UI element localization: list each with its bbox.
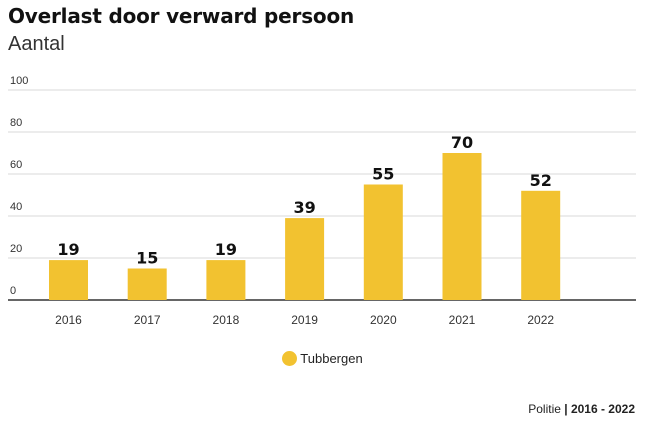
x-tick-label-2017: 2017 — [134, 313, 161, 327]
legend-label-tubbergen: Tubbergen — [300, 351, 363, 366]
chart-subtitle: Aantal — [8, 33, 65, 55]
data-label-2017: 15 — [136, 249, 158, 268]
data-label-2021: 70 — [451, 133, 473, 152]
y-tick-label: 100 — [10, 75, 28, 87]
data-label-2022: 52 — [530, 171, 552, 190]
bar-2020 — [363, 184, 403, 300]
x-tick-label-2016: 2016 — [55, 313, 82, 327]
y-tick-label: 20 — [10, 243, 22, 255]
bar-2019 — [285, 218, 325, 300]
y-tick-label: 80 — [10, 117, 22, 129]
bar-2018 — [206, 260, 246, 300]
bar-2017 — [127, 268, 167, 300]
x-tick-label-2019: 2019 — [291, 313, 318, 327]
bar-2022 — [521, 190, 561, 300]
chart-title: Overlast door verward persoon — [8, 4, 355, 28]
x-tick-label-2018: 2018 — [213, 313, 240, 327]
y-tick-label: 40 — [10, 201, 22, 213]
x-tick-label-2022: 2022 — [527, 313, 554, 327]
bar-2016 — [49, 260, 88, 300]
data-label-2018: 19 — [215, 240, 237, 259]
data-label-2020: 55 — [372, 165, 394, 184]
source-name: Politie — [528, 402, 561, 416]
source-note: Politie | 2016 - 2022 — [528, 402, 635, 416]
legend-swatch-tubbergen — [282, 351, 298, 366]
data-label-2016: 19 — [57, 240, 79, 259]
y-tick-label: 60 — [10, 159, 22, 171]
y-tick-label: 0 — [10, 285, 16, 297]
legend: Tubbergen — [0, 351, 645, 366]
data-label-2019: 39 — [293, 198, 315, 217]
x-tick-label-2020: 2020 — [370, 313, 397, 327]
bar-chart: 0 20 40 60 80 100 19 2016 15 2017 19 2018 39 2019 55 20… — [8, 75, 636, 327]
x-tick-label-2021: 2021 — [449, 313, 476, 327]
source-range: | 2016 - 2022 — [564, 402, 635, 416]
bar-2021 — [442, 153, 482, 300]
